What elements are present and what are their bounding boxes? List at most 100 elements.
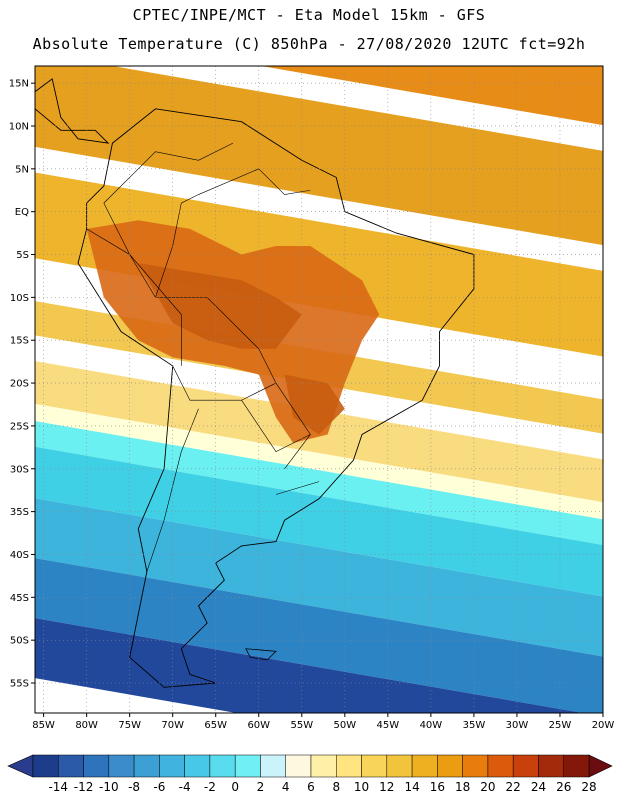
- temperature-band-5: [35, 403, 603, 520]
- y-tick-label: EQ: [15, 207, 29, 218]
- border-line-7: [258, 168, 311, 195]
- chart-title: CPTEC/INPE/MCT - Eta Model 15km - GFS: [132, 6, 486, 24]
- colorbar-label: -4: [179, 780, 191, 794]
- warm-core-2: [284, 374, 345, 435]
- temperature-band-7: [35, 446, 603, 597]
- colorbar-swatch: [336, 754, 362, 778]
- x-tick-label: 40W: [420, 720, 443, 731]
- colorbar-swatch: [108, 754, 135, 778]
- x-tick-label: 25W: [549, 720, 572, 731]
- border-line-4: [241, 400, 311, 453]
- y-tick-label: 10S: [10, 293, 29, 304]
- colorbar-swatch: [512, 754, 539, 778]
- y-tick-label: 15N: [9, 79, 29, 90]
- colorbar-label: -2: [204, 780, 216, 794]
- border-line-0: [155, 168, 311, 469]
- colorbar-over-arrow: [588, 754, 613, 778]
- x-tick-label: 45W: [377, 720, 400, 731]
- chart-subtitle: Absolute Temperature (C) 850hPa - 27/08/…: [32, 35, 586, 53]
- temperature-band-1: [35, 66, 603, 246]
- y-tick-label: 40S: [10, 550, 29, 561]
- colorbar-label: 12: [379, 780, 394, 794]
- x-tick-label: 35W: [463, 720, 486, 731]
- colorbar-swatch: [462, 754, 489, 778]
- colorbar-swatch: [563, 754, 590, 778]
- colorbar-label: 16: [430, 780, 445, 794]
- map-frame: [34, 65, 604, 714]
- colorbar-swatch: [411, 754, 438, 778]
- colorbar-label: -12: [74, 780, 94, 794]
- colorbar-label: 24: [531, 780, 546, 794]
- temperature-field: [35, 66, 603, 713]
- colorbar-swatch: [285, 754, 312, 778]
- y-tick-label: 30S: [10, 464, 29, 475]
- colorbar-label: 10: [354, 780, 369, 794]
- y-tick-label: 55S: [10, 679, 29, 690]
- colorbar: -14 -12 -10 -8 -6 -4 -2 0 2 4 6 8 10 12 14 16 18 20 22 24 26…: [7, 754, 613, 794]
- colorbar-label: 2: [257, 780, 265, 794]
- colorbar-label: -6: [153, 780, 165, 794]
- colorbar-swatch: [487, 754, 514, 778]
- colorbar-under-arrow: [7, 754, 34, 778]
- x-tick-label: 55W: [290, 720, 313, 731]
- colorbar-label: 20: [480, 780, 495, 794]
- x-tick-label: 60W: [247, 720, 270, 731]
- colorbar-swatch: [159, 754, 185, 778]
- x-tick-label: 20W: [592, 720, 615, 731]
- temperature-band-0: [261, 66, 603, 126]
- border-line-5: [275, 481, 320, 495]
- y-tick-label: 10N: [9, 121, 29, 132]
- colorbar-label: -14: [48, 780, 68, 794]
- falkland-islands-outline: [245, 648, 277, 661]
- y-tick-label: 25S: [10, 421, 29, 432]
- central-america-outline: [35, 78, 110, 144]
- y-tick-label: 35S: [10, 507, 29, 518]
- x-tick-label: 30W: [506, 720, 529, 731]
- colorbar-swatch: [32, 754, 59, 778]
- warm-core-1: [138, 263, 302, 349]
- colorbar-label: 28: [581, 780, 596, 794]
- y-tick-label: 50S: [10, 636, 29, 647]
- x-tick-label: 50W: [334, 720, 357, 731]
- colorbar-label: 14: [404, 780, 419, 794]
- y-tick-label: 5S: [16, 250, 29, 261]
- x-tick-label: 65W: [204, 720, 227, 731]
- x-tick-label: 85W: [32, 720, 55, 731]
- colorbar-label: 22: [506, 780, 521, 794]
- axis-ticks: 85W 80W 75W 70W 65W 60W 55W 50W 45W 40W 35W 30W 25W 2…: [9, 79, 615, 731]
- temperature-band-10: [35, 618, 584, 713]
- colorbar-label: 18: [455, 780, 470, 794]
- x-tick-label: 80W: [75, 720, 98, 731]
- colorbar-label: 26: [556, 780, 571, 794]
- colorbar-swatch: [361, 754, 388, 778]
- x-tick-label: 70W: [161, 720, 184, 731]
- colorbar-label: 0: [231, 780, 239, 794]
- border-line-2: [86, 228, 182, 366]
- colorbar-label: 8: [332, 780, 340, 794]
- temperature-band-8: [35, 498, 603, 657]
- colorbar-swatch: [133, 754, 160, 778]
- temperature-band-9: [35, 558, 603, 713]
- border-line-3: [146, 408, 199, 572]
- y-tick-label: 5N: [15, 164, 29, 175]
- colorbar-swatch: [83, 754, 110, 778]
- colorbar-label: 6: [307, 780, 315, 794]
- y-tick-label: 45S: [10, 593, 29, 604]
- colorbar-swatch: [184, 754, 211, 778]
- colorbar-swatch: [538, 754, 564, 778]
- colorbar-label: -10: [99, 780, 119, 794]
- colorbar-swatch: [234, 754, 261, 778]
- border-line-1: [172, 365, 277, 401]
- y-tick-label: 15S: [10, 336, 29, 347]
- x-tick-label: 75W: [118, 720, 141, 731]
- colorbar-swatch: [386, 754, 413, 778]
- colorbar-swatch: [437, 754, 463, 778]
- colorbar-swatch: [58, 754, 84, 778]
- y-tick-label: 20S: [10, 379, 29, 390]
- colorbar-swatch: [260, 754, 286, 778]
- colorbar-label: -8: [128, 780, 140, 794]
- temperature-band-6: [35, 421, 603, 546]
- graticule: [35, 66, 603, 713]
- colorbar-label: 4: [282, 780, 290, 794]
